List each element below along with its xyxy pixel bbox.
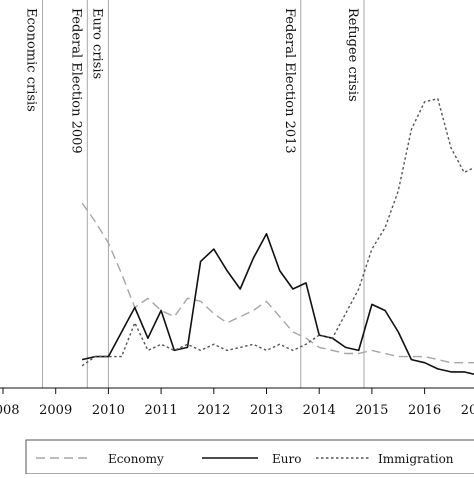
x-tick-label-2011: 2011: [145, 403, 178, 418]
x-tick-label-2009: 2009: [39, 403, 72, 418]
event-label-2: Euro crisis: [89, 8, 104, 79]
legend: Economy Euro Immigration: [25, 439, 474, 475]
event-label-0: Economic crisis: [24, 8, 39, 112]
legend-immigration-label: Immigration: [378, 452, 454, 466]
event-label-1: Federal Election 2009: [68, 8, 83, 154]
series-line-euro: [81, 233, 474, 376]
event-markers: Economic crisis Federal Election 2009 Euro…: [24, 0, 365, 388]
x-tick-label-2016: 2016: [408, 403, 441, 418]
legend-euro-label: Euro: [272, 452, 301, 466]
plot-series: [81, 97, 474, 376]
x-tick-label-2008: 2008: [0, 403, 20, 418]
series-line-economy: [81, 202, 474, 364]
x-tick-label-2015: 2015: [355, 403, 388, 418]
legend-economy-label: Economy: [108, 452, 164, 466]
legend-box: [25, 439, 474, 475]
x-tick-label-2014: 2014: [303, 403, 336, 418]
x-tick-label-2012: 2012: [197, 403, 230, 418]
event-label-4: Refugee crisis: [345, 8, 360, 102]
x-tick-label-2010: 2010: [92, 403, 125, 418]
x-axis: 2008 2009 2010 2011 2012 2013 2014 2015 2016 2017: [0, 387, 474, 418]
x-tick-label-2013: 2013: [250, 403, 283, 418]
series-line-immigration: [81, 97, 474, 367]
x-tick-label-2017: 2017: [461, 403, 474, 418]
event-label-3: Federal Election 2013: [282, 8, 297, 154]
